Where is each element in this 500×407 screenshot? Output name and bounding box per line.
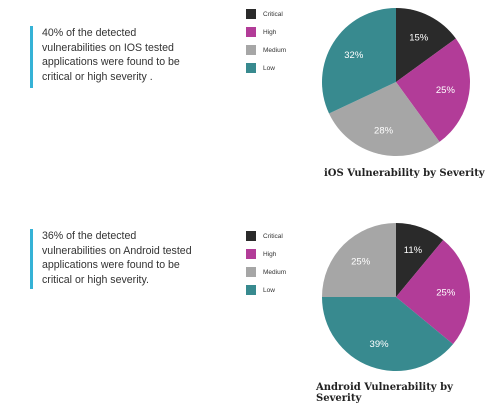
legend-item-high: High (246, 23, 286, 41)
legend-label-medium: Medium (263, 268, 287, 276)
pie-slice-low (322, 8, 396, 114)
legend-item-critical: Critical (246, 227, 286, 245)
legend-swatch-high (246, 249, 256, 259)
ios-legend: Critical High Medium Low (246, 5, 286, 77)
pie-slice-low (322, 297, 454, 371)
legend-label-low: Low (263, 286, 275, 294)
pie-label-high: 25% (436, 287, 456, 298)
legend-swatch-low (246, 63, 256, 73)
legend-swatch-critical (246, 231, 256, 241)
pie-label-medium: 28% (374, 125, 394, 136)
ios-pie-chart: 15% 25% 28% 32% (322, 8, 470, 156)
legend-swatch-medium (246, 45, 256, 55)
legend-label-critical: Critical (263, 232, 283, 240)
legend-label-low: Low (263, 64, 275, 72)
legend-swatch-high (246, 27, 256, 37)
pie-label-critical: 11% (404, 245, 423, 256)
legend-item-high: High (246, 245, 286, 263)
legend-label-high: High (263, 250, 277, 258)
legend-swatch-critical (246, 9, 256, 19)
ios-callout: 40% of the detected vulnerabilities on I… (30, 26, 192, 88)
legend-item-medium: Medium (246, 263, 286, 281)
legend-item-medium: Medium (246, 41, 286, 59)
pie-slice-critical (396, 223, 444, 297)
android-chart-title: Android Vulnerability by Severity (316, 382, 453, 404)
pie-label-medium: 25% (351, 257, 371, 268)
pie-slice-medium (322, 223, 396, 297)
legend-item-critical: Critical (246, 5, 286, 23)
android-legend: Critical High Medium Low (246, 227, 286, 299)
pie-label-critical: 15% (409, 32, 429, 43)
legend-item-low: Low (246, 281, 286, 299)
android-callout-text: 36% of the detected vulnerabilities on A… (42, 230, 192, 286)
pie-slice-medium (329, 82, 440, 156)
pie-slice-high (396, 38, 470, 142)
legend-swatch-low (246, 285, 256, 295)
pie-slice-high (396, 239, 470, 345)
android-callout: 36% of the detected vulnerabilities on A… (30, 229, 192, 289)
legend-item-low: Low (246, 59, 286, 77)
pie-label-low: 32% (344, 50, 364, 61)
android-pie-chart: 11% 25% 39% 25% (322, 223, 470, 371)
legend-label-high: High (263, 28, 277, 36)
pie-label-low: 39% (370, 339, 390, 350)
pie-slice-critical (396, 8, 456, 82)
legend-swatch-medium (246, 267, 256, 277)
ios-callout-text: 40% of the detected vulnerabilities on I… (42, 27, 180, 83)
ios-chart-title: iOS Vulnerability by Severity (324, 168, 485, 179)
legend-label-medium: Medium (263, 46, 287, 54)
legend-label-critical: Critical (263, 10, 283, 18)
pie-label-high: 25% (436, 85, 456, 96)
